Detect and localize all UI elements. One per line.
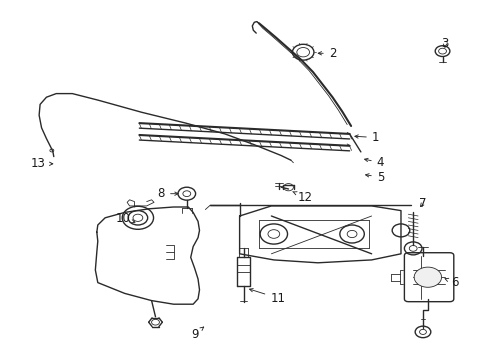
Text: 12: 12: [292, 191, 312, 204]
Text: 7: 7: [418, 197, 426, 210]
Text: 13: 13: [31, 157, 53, 170]
Text: 10: 10: [116, 212, 135, 225]
Text: 3: 3: [440, 37, 448, 50]
Text: 5: 5: [365, 171, 384, 184]
Text: 9: 9: [190, 327, 203, 341]
Text: 4: 4: [364, 156, 384, 169]
Text: 1: 1: [354, 131, 379, 144]
Text: 6: 6: [444, 276, 458, 289]
Text: 11: 11: [249, 289, 285, 305]
Circle shape: [413, 267, 441, 287]
Text: 8: 8: [157, 187, 178, 200]
Text: 2: 2: [318, 47, 336, 60]
